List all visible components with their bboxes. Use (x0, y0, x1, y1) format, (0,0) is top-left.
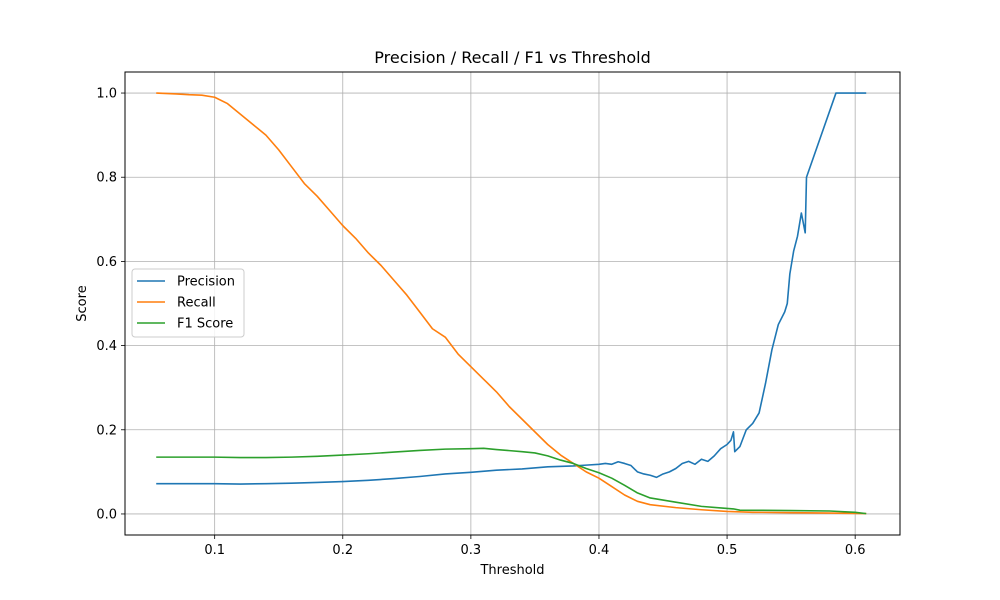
series-line-precision (156, 92, 867, 485)
legend-entry-label: Precision (177, 275, 235, 290)
series-line-recall (156, 92, 867, 515)
x-tick-label: 0.3 (461, 543, 482, 558)
series-line-f1-score (156, 447, 867, 515)
y-tick-label: 0.8 (96, 171, 117, 186)
series-lines (156, 92, 867, 515)
plot-frame (124, 71, 901, 536)
y-tick-label: 0.4 (96, 339, 117, 354)
legend: Precision Recall F1 Score (131, 268, 245, 338)
x-axis-label: Threshold (479, 563, 544, 578)
axis-ticks: 0.1 0.2 0.3 0.4 0.5 0.6 0.0 0.2 0.4 0.6 0.8 1.0 (96, 87, 865, 558)
y-tick-label: 0.0 (96, 507, 117, 522)
x-tick-label: 0.2 (332, 543, 353, 558)
x-tick-label: 0.4 (589, 543, 610, 558)
x-tick-label: 0.5 (717, 543, 738, 558)
legend-entry-label: Recall (177, 296, 216, 311)
y-tick-label: 0.2 (96, 423, 117, 438)
legend-entry-label: F1 Score (177, 317, 233, 332)
y-tick-label: 0.6 (96, 255, 117, 270)
grid (125, 72, 900, 535)
y-axis-label: Score (75, 285, 90, 321)
legend-box (131, 268, 245, 338)
chart-title: Precision / Recall / F1 vs Threshold (374, 48, 650, 67)
x-tick-label: 0.6 (845, 543, 866, 558)
y-tick-label: 1.0 (96, 87, 117, 102)
x-tick-label: 0.1 (204, 543, 225, 558)
